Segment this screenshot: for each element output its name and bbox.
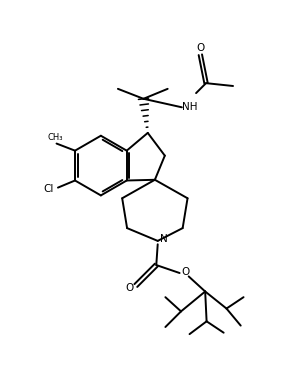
Text: Cl: Cl (44, 184, 54, 194)
Text: O: O (125, 283, 134, 293)
Text: O: O (181, 267, 189, 277)
Text: CH₃: CH₃ (47, 133, 63, 142)
Text: NH: NH (182, 102, 197, 112)
Text: O: O (196, 43, 204, 54)
Text: N: N (160, 234, 167, 244)
